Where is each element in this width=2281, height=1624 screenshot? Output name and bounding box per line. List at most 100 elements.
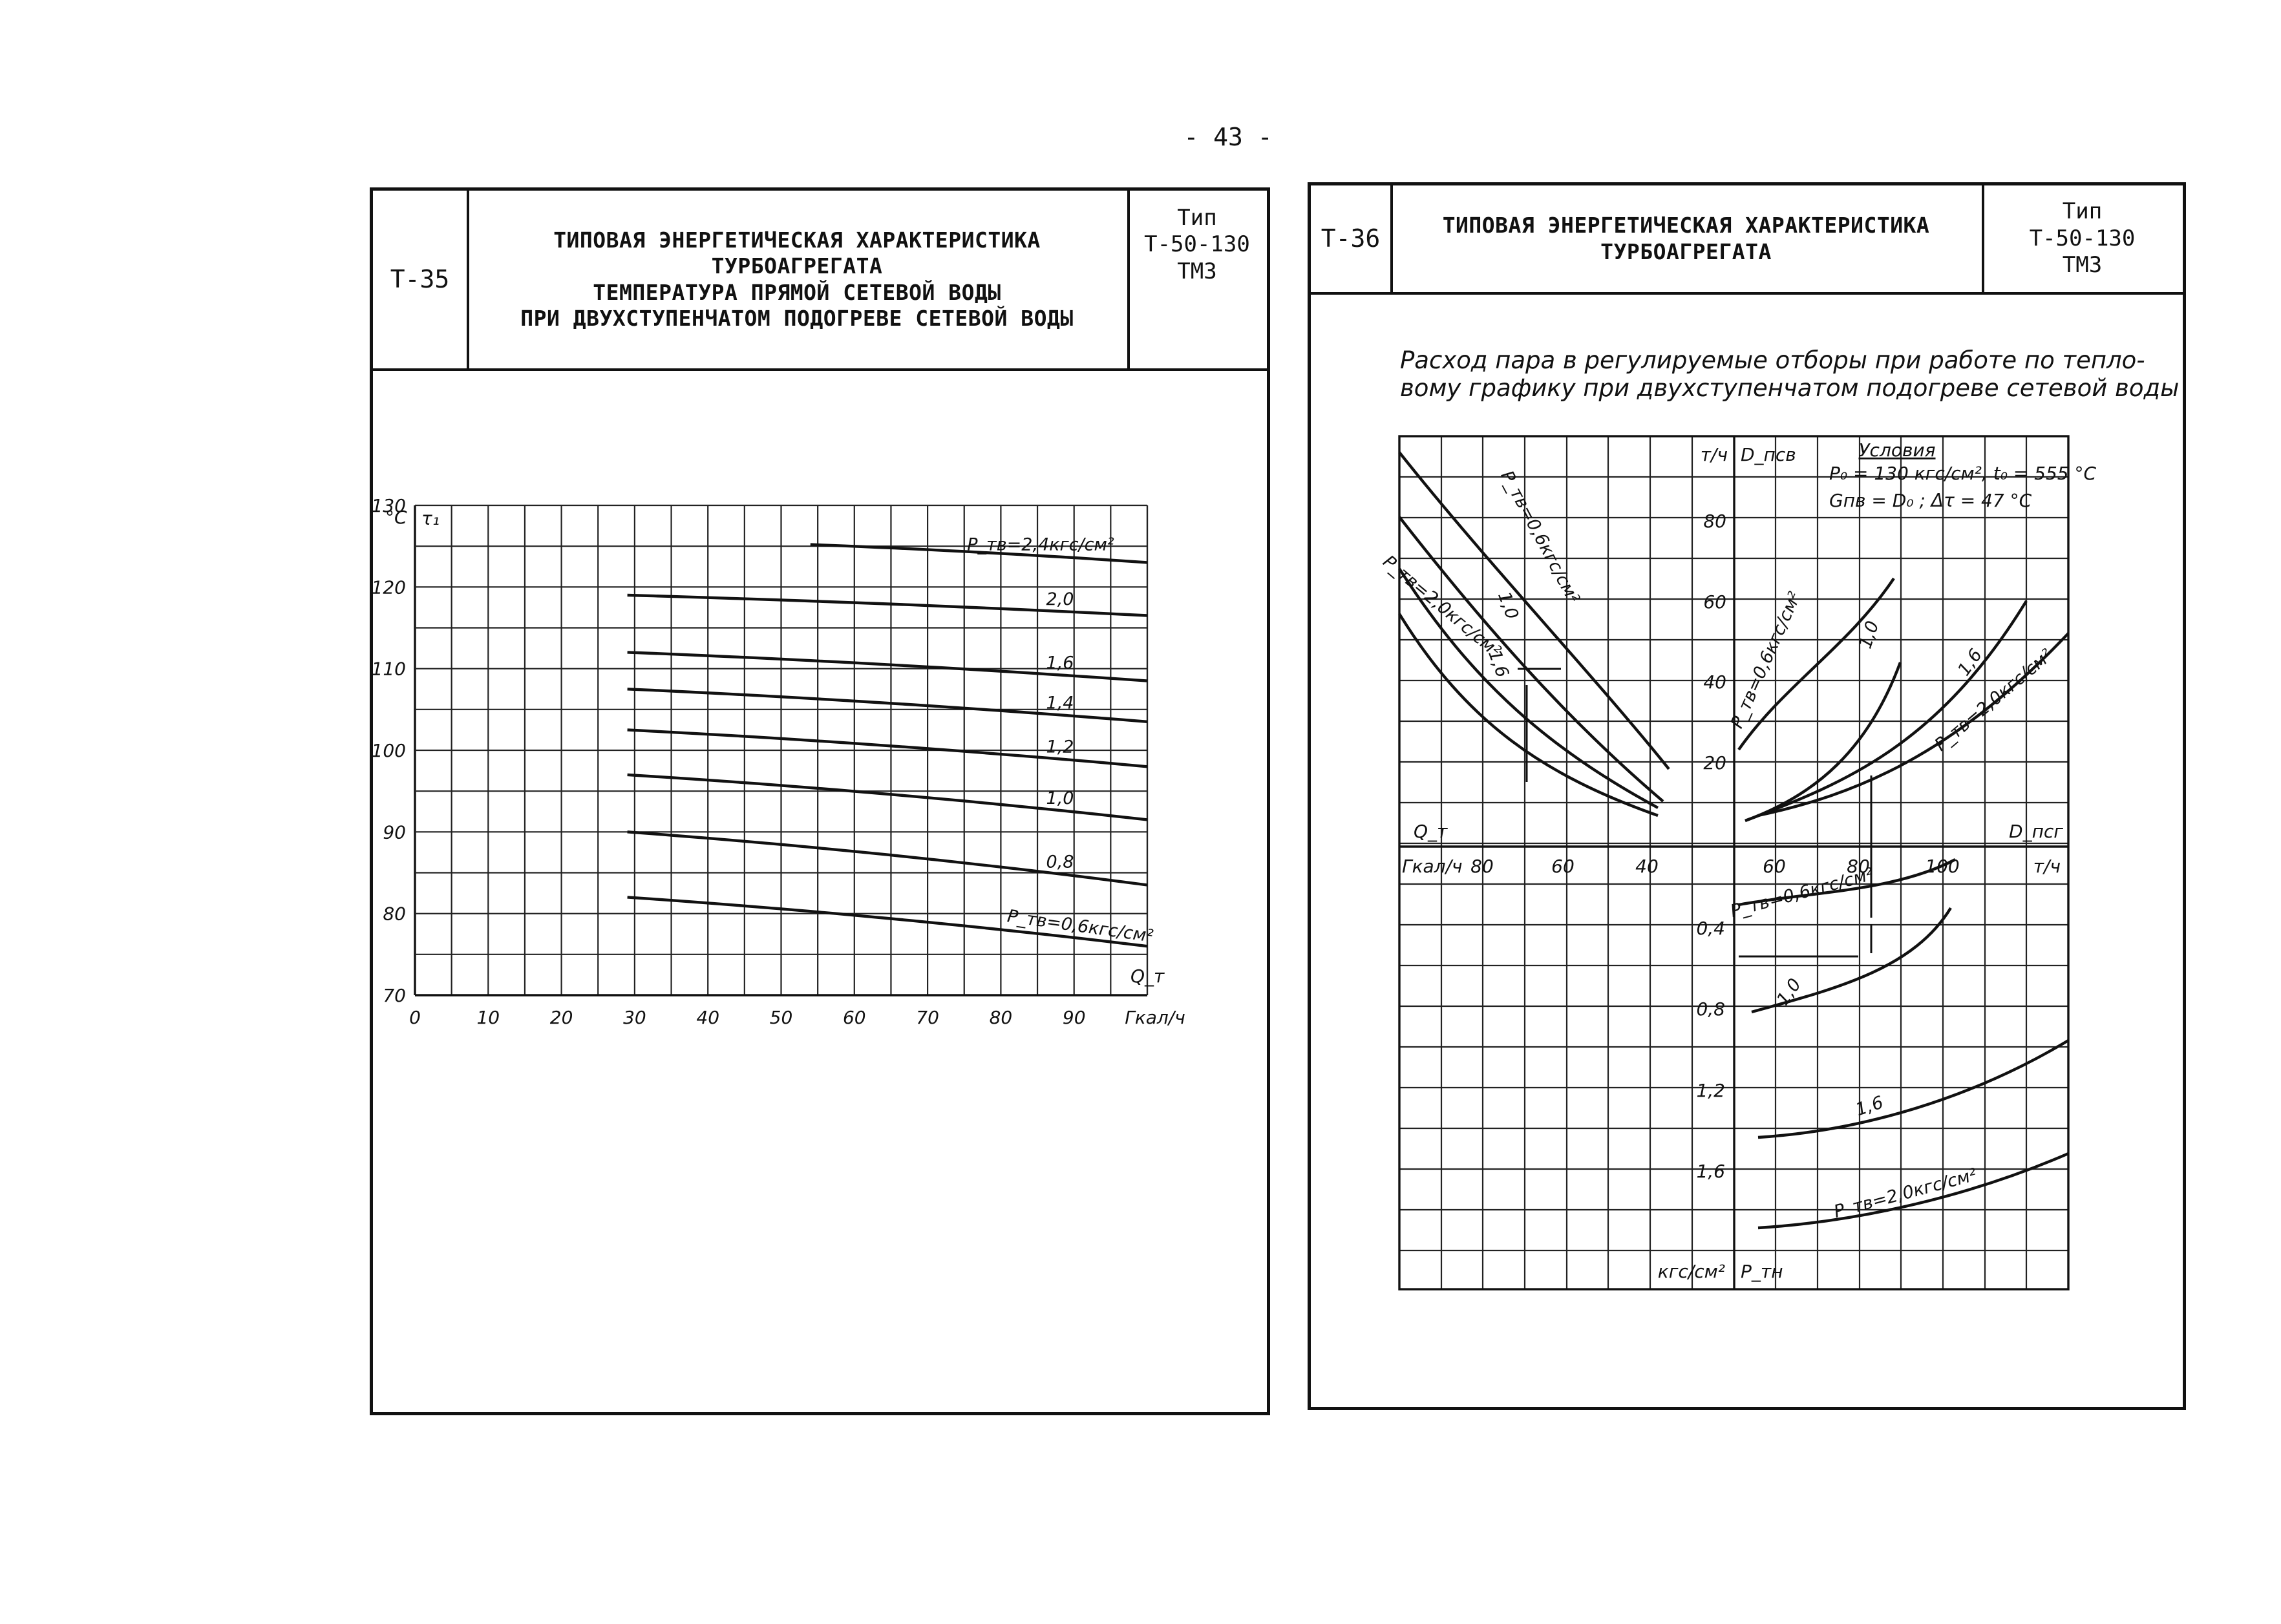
curve-label: P_тв=0,6кгс/см²: [1728, 864, 1876, 922]
chart-caption: Расход пара в регулируемые отборы при ра…: [1400, 346, 2180, 402]
axis-unit-left: Гкал/ч: [1402, 856, 1463, 877]
p-tick-label: 0,8: [1696, 998, 1725, 1020]
title-line: ТУРБОАГРЕГАТА: [711, 253, 883, 279]
series-label: 1,4: [1046, 693, 1074, 713]
series-label: 1,0: [1046, 788, 1074, 808]
sheet-header: Т-36 ТИПОВАЯ ЭНЕРГЕТИЧЕСКАЯ ХАРАКТЕРИСТИ…: [1311, 185, 2183, 295]
series-line: [1757, 632, 2070, 817]
q-tick-label: 40: [1635, 856, 1659, 877]
x-tick-label: 30: [623, 1007, 646, 1028]
series-label: 1,2: [1046, 737, 1074, 757]
x-tick-label: 60: [843, 1007, 866, 1028]
x-tick-label: 80: [990, 1007, 1013, 1028]
axis-label-bottom: P_тн: [1741, 1261, 1783, 1282]
d-top-tick-label: 80: [1703, 511, 1726, 532]
p-tick-label: 1,6: [1696, 1161, 1725, 1182]
series-label: 2,0: [1046, 589, 1074, 609]
sheet-type: Тип Т-50-130 ТМЗ: [1982, 185, 2183, 292]
x-axis-unit: Гкал/ч: [1125, 1007, 1185, 1028]
x-axis-label: Q_т: [1130, 965, 1165, 987]
d-top-tick-label: 60: [1703, 591, 1726, 613]
x-tick-label: 40: [696, 1007, 719, 1028]
x-tick-label: 90: [1063, 1007, 1086, 1028]
y-tick-label: 80: [383, 903, 406, 925]
sheet-code-text: Т-35: [390, 265, 450, 294]
caption-line: вому графику при двухступенчатом подогре…: [1400, 374, 2180, 402]
curve-label: P_тв=0,6кгс/см²: [1727, 589, 1805, 732]
series-line: [810, 543, 1148, 564]
type-line: ТМЗ: [1177, 258, 1217, 284]
series-line: [1757, 1152, 2069, 1230]
curve-label: 1,6: [1954, 646, 1986, 680]
type-line: Т-50-130: [2029, 225, 2136, 251]
series-line: [627, 896, 1148, 948]
y-tick-label: 120: [372, 576, 406, 598]
curve-label: 1,6: [1853, 1093, 1885, 1121]
series-line: [1751, 907, 1952, 1014]
conditions-line: Gпв = D₀ ; Δτ = 47 °С: [1829, 490, 2032, 511]
type-line: Тип: [1177, 205, 1217, 231]
series-label: 0,8: [1046, 852, 1074, 872]
type-line: Тип: [2062, 198, 2103, 225]
sheet-type: Тип Т-50-130 ТМЗ: [1127, 191, 1267, 368]
d-right-tick-label: 80: [1847, 856, 1870, 877]
series-line: [1398, 451, 1670, 770]
x-tick-label: 50: [770, 1007, 793, 1028]
p-tick-label: 1,2: [1696, 1080, 1725, 1101]
y-tick-label: 70: [383, 985, 406, 1006]
series-line: [627, 651, 1148, 682]
series-line: [627, 688, 1148, 723]
series-line: [1398, 516, 1664, 803]
series-line: [1738, 858, 1957, 907]
axis-unit-top: т/ч: [1701, 444, 1728, 465]
y-tick-label: 130: [372, 495, 406, 516]
series-line: [627, 593, 1148, 617]
y-axis-label: τ₁: [421, 508, 440, 529]
axis-unit-right: т/ч: [2033, 856, 2061, 877]
series-line: [1745, 600, 2028, 823]
series-line: [1757, 1039, 2070, 1139]
sheet-title: ТИПОВАЯ ЭНЕРГЕТИЧЕСКАЯ ХАРАКТЕРИСТИКА ТУ…: [1390, 185, 1984, 292]
sheet-code: Т-35: [373, 191, 469, 368]
y-tick-label: 100: [372, 740, 406, 761]
title-line: ТЕМПЕРАТУРА ПРЯМОЙ СЕТЕВОЙ ВОДЫ: [593, 279, 1001, 305]
series-line: [1398, 567, 1659, 809]
title-line: ТИПОВАЯ ЭНЕРГЕТИЧЕСКАЯ ХАРАКТЕРИСТИКА: [1442, 213, 1930, 238]
page-number: - 43 -: [1183, 123, 1273, 151]
title-line: ТУРБОАГРЕГАТА: [1600, 238, 1772, 264]
axis-unit-bottom: кгс/см²: [1658, 1261, 1725, 1282]
sheet-title: ТИПОВАЯ ЭНЕРГЕТИЧЕСКАЯ ХАРАКТЕРИСТИКА ТУ…: [467, 191, 1130, 368]
x-tick-label: 20: [550, 1007, 573, 1028]
x-tick-label: 10: [476, 1007, 500, 1028]
sheet-code-text: Т-36: [1321, 224, 1381, 253]
series-label: 1,6: [1046, 653, 1074, 673]
d-top-tick-label: 40: [1703, 671, 1726, 693]
y-tick-label: 110: [372, 659, 406, 680]
axis-label-top: D_псв: [1741, 444, 1796, 465]
y-tick-label: 90: [383, 821, 406, 843]
caption-line: Расход пара в регулируемые отборы при ра…: [1400, 346, 2145, 374]
series-line: [627, 728, 1148, 768]
axis-label-left: Q_т: [1414, 821, 1448, 842]
axis-label-right: D_псг: [2009, 821, 2063, 842]
sheet-t36: Т-36 ТИПОВАЯ ЭНЕРГЕТИЧЕСКАЯ ХАРАКТЕРИСТИ…: [1308, 182, 2186, 1410]
series-line: [627, 773, 1148, 821]
conditions-title: Условия: [1858, 439, 1935, 461]
sheet-code: Т-36: [1311, 185, 1393, 292]
p-tick-label: 0,4: [1696, 918, 1725, 939]
series-line: [1398, 613, 1659, 817]
d-right-tick-label: 60: [1763, 856, 1786, 877]
title-line: ТИПОВАЯ ЭНЕРГЕТИЧЕСКАЯ ХАРАКТЕРИСТИКА: [553, 227, 1041, 253]
series-line: [1737, 577, 1895, 751]
q-tick-label: 60: [1551, 856, 1575, 877]
curve-label: P_тв=0,6кгс/см²: [1496, 467, 1583, 607]
title-line: ПРИ ДВУХСТУПЕНЧАТОМ ПОДОГРЕВЕ СЕТЕВОЙ ВО…: [520, 305, 1074, 331]
type-line: Т-50-130: [1144, 231, 1250, 258]
series-line: [627, 830, 1148, 887]
type-line: ТМЗ: [2062, 252, 2103, 279]
x-tick-label: 70: [916, 1007, 939, 1028]
q-tick-label: 80: [1470, 856, 1494, 877]
y-axis-unit: °C: [385, 507, 407, 528]
